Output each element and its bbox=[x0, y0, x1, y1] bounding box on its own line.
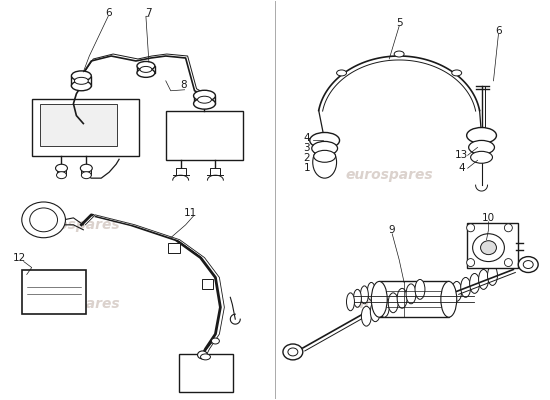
Text: 2: 2 bbox=[304, 153, 310, 163]
Bar bbox=[168, 243, 180, 253]
Ellipse shape bbox=[314, 150, 336, 162]
Ellipse shape bbox=[523, 260, 533, 268]
Ellipse shape bbox=[466, 258, 475, 266]
Bar bbox=[201, 280, 213, 289]
Ellipse shape bbox=[81, 172, 91, 179]
Ellipse shape bbox=[472, 234, 504, 262]
Bar bbox=[72, 76, 91, 86]
Text: 13: 13 bbox=[455, 150, 468, 160]
Bar bbox=[40, 104, 117, 146]
Ellipse shape bbox=[415, 280, 425, 299]
Ellipse shape bbox=[283, 344, 303, 360]
Ellipse shape bbox=[466, 224, 475, 232]
Text: 10: 10 bbox=[482, 213, 495, 223]
Ellipse shape bbox=[504, 224, 513, 232]
Ellipse shape bbox=[288, 348, 298, 356]
Ellipse shape bbox=[211, 338, 219, 344]
Text: 1: 1 bbox=[304, 163, 310, 173]
Ellipse shape bbox=[406, 284, 416, 304]
Ellipse shape bbox=[197, 351, 207, 359]
Ellipse shape bbox=[22, 202, 65, 238]
Ellipse shape bbox=[452, 70, 461, 76]
Ellipse shape bbox=[360, 286, 368, 304]
Bar bbox=[194, 96, 216, 104]
Bar bbox=[379, 282, 449, 317]
Bar bbox=[57, 168, 67, 175]
Ellipse shape bbox=[140, 66, 152, 72]
Text: 5: 5 bbox=[396, 18, 403, 28]
Bar bbox=[466, 223, 518, 268]
Bar bbox=[22, 270, 86, 314]
Ellipse shape bbox=[394, 51, 404, 57]
Ellipse shape bbox=[201, 354, 211, 360]
Ellipse shape bbox=[371, 282, 387, 317]
Ellipse shape bbox=[478, 270, 488, 289]
Ellipse shape bbox=[313, 146, 337, 178]
Ellipse shape bbox=[471, 151, 492, 163]
Ellipse shape bbox=[361, 306, 371, 326]
Ellipse shape bbox=[346, 293, 354, 311]
Ellipse shape bbox=[310, 132, 339, 148]
Ellipse shape bbox=[194, 90, 216, 101]
Ellipse shape bbox=[137, 68, 155, 77]
Text: eurospares: eurospares bbox=[32, 297, 120, 311]
Ellipse shape bbox=[337, 70, 346, 76]
Ellipse shape bbox=[80, 164, 92, 172]
Text: 6: 6 bbox=[495, 26, 502, 36]
Ellipse shape bbox=[72, 71, 91, 81]
Ellipse shape bbox=[466, 128, 497, 143]
Ellipse shape bbox=[312, 142, 338, 155]
Ellipse shape bbox=[441, 282, 456, 317]
Ellipse shape bbox=[370, 302, 380, 322]
Bar bbox=[175, 168, 186, 175]
Text: 4: 4 bbox=[458, 163, 465, 173]
Bar bbox=[179, 354, 233, 392]
Ellipse shape bbox=[197, 96, 211, 103]
Ellipse shape bbox=[388, 293, 398, 313]
Text: 12: 12 bbox=[13, 252, 26, 262]
Ellipse shape bbox=[470, 274, 480, 293]
Text: 3: 3 bbox=[304, 143, 310, 153]
Ellipse shape bbox=[504, 258, 513, 266]
Bar bbox=[137, 66, 155, 73]
Bar bbox=[81, 168, 91, 175]
Text: 9: 9 bbox=[389, 225, 395, 235]
Ellipse shape bbox=[487, 266, 497, 286]
Ellipse shape bbox=[469, 140, 494, 154]
Bar bbox=[32, 99, 139, 156]
Ellipse shape bbox=[452, 282, 461, 301]
Ellipse shape bbox=[30, 208, 58, 232]
Text: 4: 4 bbox=[304, 134, 310, 144]
Ellipse shape bbox=[379, 297, 389, 317]
Ellipse shape bbox=[137, 62, 155, 70]
Text: 6: 6 bbox=[105, 8, 112, 18]
Text: eurospares: eurospares bbox=[32, 218, 120, 232]
Ellipse shape bbox=[367, 282, 375, 300]
Bar bbox=[211, 168, 221, 175]
Bar bbox=[166, 111, 243, 160]
Ellipse shape bbox=[72, 81, 91, 91]
Ellipse shape bbox=[518, 257, 538, 272]
Text: eurospares: eurospares bbox=[345, 297, 433, 311]
Text: 8: 8 bbox=[180, 80, 187, 90]
Ellipse shape bbox=[194, 98, 216, 109]
Ellipse shape bbox=[461, 278, 471, 297]
Ellipse shape bbox=[57, 172, 67, 179]
Text: 7: 7 bbox=[146, 8, 152, 18]
Ellipse shape bbox=[74, 77, 89, 84]
Ellipse shape bbox=[56, 164, 68, 172]
Text: eurospares: eurospares bbox=[345, 168, 433, 182]
Ellipse shape bbox=[354, 289, 361, 307]
Text: 11: 11 bbox=[184, 208, 197, 218]
Ellipse shape bbox=[481, 241, 497, 255]
Ellipse shape bbox=[397, 288, 407, 308]
